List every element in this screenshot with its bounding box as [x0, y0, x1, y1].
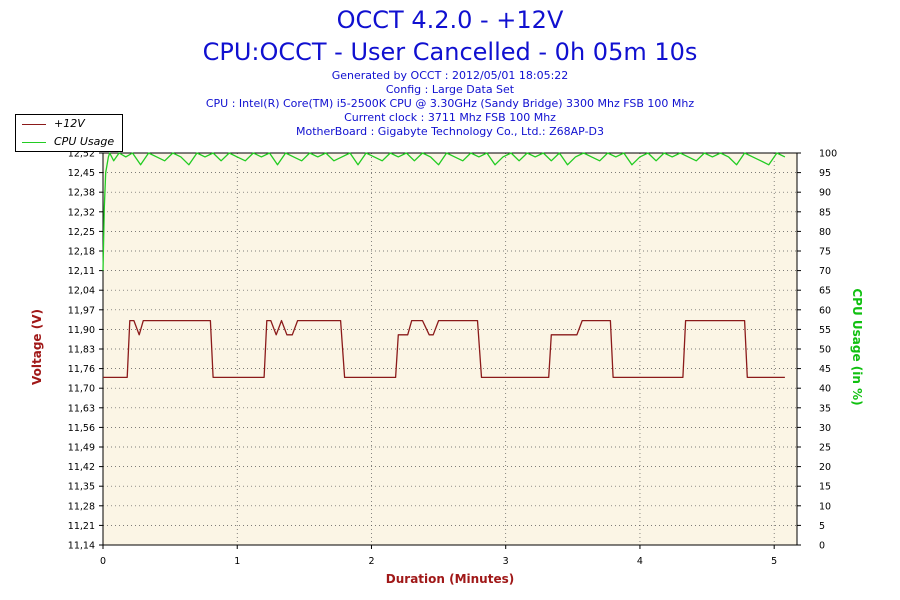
y-right-tick-label: 80: [819, 227, 831, 238]
y-left-tick-label: 11,83: [68, 345, 95, 356]
y-right-tick-label: 20: [819, 462, 831, 473]
legend-label-12v: +12V: [54, 117, 85, 130]
cpu-info: CPU : Intel(R) Core(TM) i5-2500K CPU @ 3…: [205, 97, 695, 110]
y-right-tick-label: 30: [819, 423, 831, 434]
x-tick-label: 0: [100, 556, 106, 567]
x-tick-label: 2: [368, 556, 374, 567]
y-right-tick-label: 60: [819, 305, 831, 316]
clock-info: Current clock : 3711 Mhz FSB 100 Mhz: [344, 111, 556, 124]
y-right-tick-label: 85: [819, 207, 831, 218]
y-axis-right-label: CPU Usage (in %): [850, 288, 864, 406]
y-right-tick-label: 0: [819, 541, 825, 552]
y-right-tick-label: 40: [819, 384, 831, 395]
y-right-tick-label: 45: [819, 364, 831, 375]
x-axis-label: Duration (Minutes): [385, 572, 515, 586]
y-left-tick-label: 12,11: [68, 266, 95, 277]
legend-item-cpu-usage: CPU Usage: [16, 134, 122, 150]
y-right-tick-label: 55: [819, 325, 831, 336]
x-tick-label: 3: [503, 556, 509, 567]
y-left-tick-label: 11,14: [68, 541, 95, 552]
y-right-tick-label: 95: [819, 168, 831, 179]
y-right-tick-label: 5: [819, 521, 825, 532]
series-line-cpu-usage: [102, 152, 786, 271]
y-right-tick-label: 50: [819, 345, 831, 356]
y-left-tick-label: 12,32: [68, 207, 95, 218]
y-right-tick-label: 70: [819, 266, 831, 277]
chart-subtitle: CPU:OCCT - User Cancelled - 0h 05m 10s: [202, 38, 698, 66]
y-right-tick-label: 90: [819, 188, 831, 199]
y-left-tick-label: 12,38: [68, 188, 95, 199]
y-right-tick-label: 65: [819, 286, 831, 297]
y-left-tick-label: 11,97: [68, 305, 95, 316]
legend-swatch-cpu-usage: [22, 142, 46, 143]
y-left-tick-label: 12,45: [68, 168, 95, 179]
y-left-tick-label: 11,70: [68, 384, 95, 395]
y-left-tick-label: 11,49: [68, 443, 95, 454]
legend-swatch-12v: [22, 124, 46, 125]
y-right-tick-label: 35: [819, 403, 831, 414]
y-left-tick-label: 11,35: [68, 482, 95, 493]
y-right-tick-label: 25: [819, 443, 831, 454]
y-left-tick-label: 11,76: [68, 364, 95, 375]
y-right-tick-label: 10: [819, 501, 831, 512]
x-tick-label: 5: [771, 556, 777, 567]
y-left-tick-label: 11,28: [68, 501, 95, 512]
legend-item-12v: +12V: [16, 116, 122, 132]
legend-label-cpu-usage: CPU Usage: [54, 135, 115, 148]
y-left-tick-label: 11,21: [68, 521, 95, 532]
y-axis-left-label: Voltage (V): [30, 309, 44, 385]
generated-info: Generated by OCCT : 2012/05/01 18:05:22: [331, 69, 569, 82]
y-left-tick-label: 11,56: [68, 423, 95, 434]
y-left-tick-label: 12,04: [68, 286, 95, 297]
chart-legend: +12V CPU Usage: [15, 114, 123, 152]
y-left-tick-label: 11,63: [68, 403, 95, 414]
y-right-tick-label: 100: [819, 149, 837, 160]
y-left-tick-label: 12,52: [68, 149, 95, 160]
x-tick-label: 4: [637, 556, 643, 567]
y-left-tick-label: 11,90: [68, 325, 95, 336]
motherboard-info: MotherBoard : Gigabyte Technology Co., L…: [295, 125, 605, 138]
plot-frame: [102, 152, 798, 546]
y-left-tick-label: 12,25: [68, 227, 95, 238]
plot-background: [103, 153, 797, 545]
config-info: Config : Large Data Set: [385, 83, 515, 96]
y-right-tick-label: 75: [819, 247, 831, 258]
chart-title: OCCT 4.2.0 - +12V: [336, 6, 564, 34]
y-left-tick-label: 11,42: [68, 462, 95, 473]
y-right-tick-label: 15: [819, 482, 831, 493]
series-line-12v: [103, 319, 785, 379]
x-tick-label: 1: [234, 556, 240, 567]
y-left-tick-label: 12,18: [68, 247, 95, 258]
